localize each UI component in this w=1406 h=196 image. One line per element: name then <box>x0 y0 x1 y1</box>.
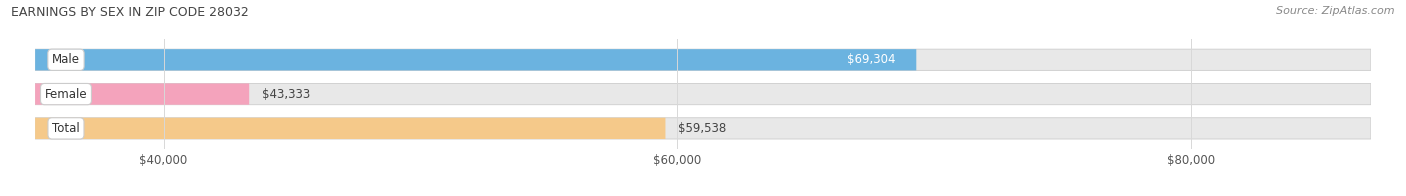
Text: Source: ZipAtlas.com: Source: ZipAtlas.com <box>1277 6 1395 16</box>
Text: Female: Female <box>45 88 87 101</box>
FancyBboxPatch shape <box>35 118 665 139</box>
Text: Total: Total <box>52 122 80 135</box>
FancyBboxPatch shape <box>35 49 917 70</box>
FancyBboxPatch shape <box>35 118 1371 139</box>
Text: $43,333: $43,333 <box>262 88 311 101</box>
FancyBboxPatch shape <box>35 49 1371 70</box>
Text: $69,304: $69,304 <box>848 53 896 66</box>
Text: EARNINGS BY SEX IN ZIP CODE 28032: EARNINGS BY SEX IN ZIP CODE 28032 <box>11 6 249 19</box>
FancyBboxPatch shape <box>35 83 1371 105</box>
Text: $59,538: $59,538 <box>678 122 727 135</box>
FancyBboxPatch shape <box>35 83 249 105</box>
Text: Male: Male <box>52 53 80 66</box>
